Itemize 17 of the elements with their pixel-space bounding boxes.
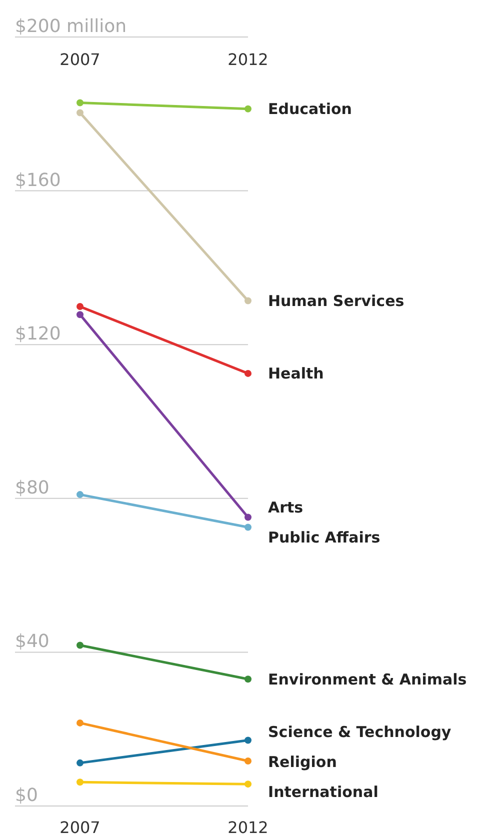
y-tick-label: $160 <box>15 170 61 191</box>
y-tick-label: $120 <box>15 324 61 345</box>
series-label: Education <box>268 100 352 118</box>
y-tick-label: $0 <box>15 785 38 806</box>
series-label: Public Affairs <box>268 528 380 546</box>
series-label: Human Services <box>268 292 404 310</box>
series-label: Environment & Animals <box>268 670 467 688</box>
category-label: 2007 <box>60 818 100 837</box>
series-label: Health <box>268 364 324 383</box>
category-label: 2012 <box>228 818 268 837</box>
y-tick-label: $200 million <box>15 16 126 37</box>
y-tick-label: $80 <box>15 477 50 498</box>
series-label: International <box>268 783 378 802</box>
series-label: Arts <box>268 498 304 516</box>
series-label: Religion <box>268 753 337 772</box>
y-tick-label: $40 <box>15 631 50 652</box>
series-label: Science & Technology <box>268 723 452 742</box>
